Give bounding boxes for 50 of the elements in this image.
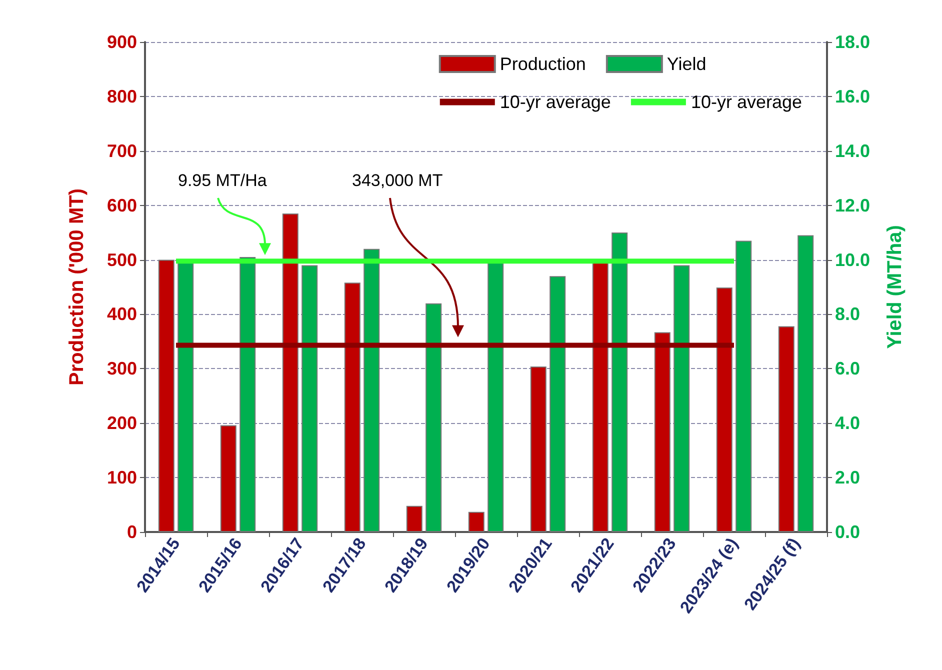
bar bbox=[178, 262, 194, 532]
y2-tick-label: 4.0 bbox=[835, 413, 860, 434]
y2-tick-label: 18.0 bbox=[835, 32, 870, 52]
y-tick-label: 600 bbox=[106, 195, 137, 216]
bar bbox=[364, 248, 380, 532]
annotation: 9.95 MT/Ha bbox=[178, 171, 268, 190]
y-tick-label: 400 bbox=[106, 304, 137, 324]
y2-tick-label: 8.0 bbox=[835, 304, 860, 324]
bar bbox=[468, 512, 484, 532]
bar bbox=[798, 235, 814, 532]
bar bbox=[220, 425, 236, 532]
bar bbox=[282, 214, 298, 532]
bar bbox=[592, 262, 608, 532]
y-tick-label: 100 bbox=[106, 468, 137, 488]
bar bbox=[240, 257, 256, 532]
y2-tick-label: 2.0 bbox=[835, 468, 860, 488]
bar bbox=[158, 260, 174, 532]
legend-label: Yield bbox=[666, 54, 706, 74]
y2-axis-title: Yield (MT/ha) bbox=[884, 225, 906, 349]
bar bbox=[426, 303, 442, 532]
bar bbox=[550, 276, 566, 532]
bar bbox=[344, 282, 360, 532]
bar bbox=[716, 288, 732, 532]
y-tick-label: 500 bbox=[106, 250, 137, 270]
annotation: 343,000 MT bbox=[352, 171, 443, 190]
y-tick-label: 300 bbox=[106, 358, 137, 379]
bar bbox=[406, 506, 422, 532]
bar bbox=[674, 265, 690, 532]
bar bbox=[654, 332, 670, 532]
bar bbox=[736, 240, 752, 532]
y-tick-label: 800 bbox=[106, 86, 137, 106]
legend-label: 10-yr average bbox=[500, 92, 611, 112]
bar bbox=[302, 265, 318, 532]
y2-tick-label: 0.0 bbox=[835, 522, 860, 542]
y2-tick-label: 16.0 bbox=[835, 86, 870, 106]
y-tick-label: 700 bbox=[106, 140, 137, 161]
y2-tick-label: 10.0 bbox=[835, 250, 870, 270]
y-tick-label: 0 bbox=[126, 522, 137, 542]
bar bbox=[778, 326, 794, 532]
y-axis-title: Production ('000 MT) bbox=[66, 188, 88, 386]
y2-tick-label: 12.0 bbox=[835, 195, 870, 216]
legend-label: Production bbox=[500, 54, 586, 74]
y-tick-label: 200 bbox=[106, 413, 137, 434]
y2-tick-label: 14.0 bbox=[835, 140, 870, 161]
y2-tick-label: 6.0 bbox=[835, 358, 860, 379]
legend-label: 10-yr average bbox=[690, 92, 802, 112]
bar bbox=[612, 232, 628, 532]
bar bbox=[488, 262, 504, 532]
bar bbox=[530, 366, 546, 532]
y-tick-label: 900 bbox=[106, 32, 137, 52]
